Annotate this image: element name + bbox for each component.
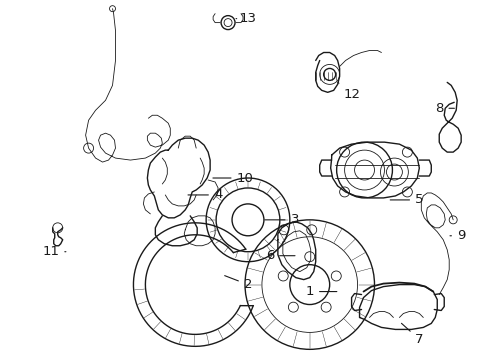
Text: 12: 12: [337, 82, 359, 101]
Text: 4: 4: [187, 188, 222, 202]
Text: 9: 9: [449, 229, 465, 242]
Text: 13: 13: [236, 12, 256, 25]
Text: 8: 8: [434, 102, 453, 115]
Text: 6: 6: [265, 249, 294, 262]
Text: 5: 5: [389, 193, 423, 206]
Text: 10: 10: [212, 171, 253, 185]
Text: 7: 7: [401, 323, 423, 346]
Text: 2: 2: [224, 276, 252, 291]
Text: 1: 1: [305, 285, 336, 298]
Text: 11: 11: [42, 245, 66, 258]
Text: 3: 3: [264, 213, 299, 226]
